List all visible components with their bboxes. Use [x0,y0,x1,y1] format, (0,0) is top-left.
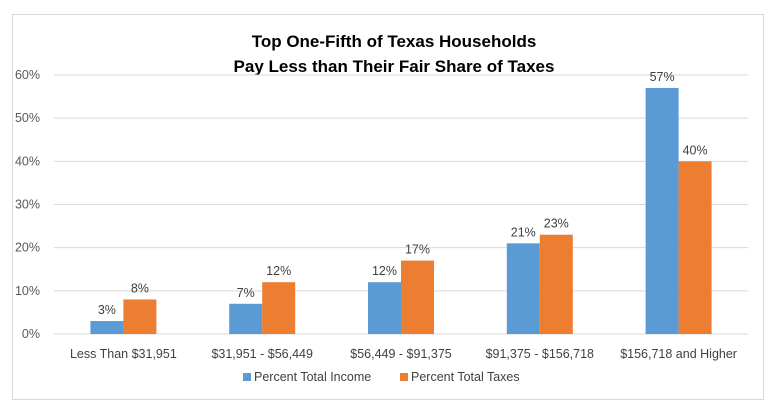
y-tick-label: 50% [15,111,40,125]
x-category-label: $156,718 and Higher [620,347,737,361]
bar-income [90,321,124,334]
legend-swatch-income [243,373,251,381]
data-label: 7% [237,286,255,300]
x-category-label: Less Than $31,951 [70,347,177,361]
data-label: 17% [405,243,430,257]
legend-label: Percent Total Taxes [411,370,520,384]
bar-income [229,303,263,334]
data-label: 8% [131,281,149,295]
y-tick-label: 0% [22,327,40,341]
bar-taxes [123,299,157,334]
y-tick-label: 60% [15,68,40,82]
x-category-label: $56,449 - $91,375 [350,347,452,361]
x-category-label: $31,951 - $56,449 [211,347,313,361]
data-label: 3% [98,303,116,317]
bar-income [368,282,401,334]
chart-frame [12,14,764,400]
x-category-label: $91,375 - $156,718 [486,347,594,361]
data-label: 12% [266,264,291,278]
y-tick-label: 30% [15,198,40,212]
chart-title-line-2: Pay Less than Their Fair Share of Taxes [234,57,555,76]
chart-title-line-1: Top One-Fifth of Texas Households [252,32,537,51]
data-label: 21% [511,225,536,239]
y-tick-label: 10% [15,284,40,298]
data-label: 57% [650,70,675,84]
bar-income [506,243,540,334]
bar-taxes [401,260,434,334]
y-tick-label: 40% [15,154,40,168]
legend-label: Percent Total Income [254,370,371,384]
bar-income [645,87,679,334]
data-label: 40% [683,143,708,157]
data-label: 12% [372,264,397,278]
legend-swatch-taxes [400,373,408,381]
bar-taxes [262,282,296,334]
data-label: 23% [544,217,569,231]
bar-taxes [678,161,712,334]
y-tick-label: 20% [15,241,40,255]
bar-taxes [539,234,573,334]
